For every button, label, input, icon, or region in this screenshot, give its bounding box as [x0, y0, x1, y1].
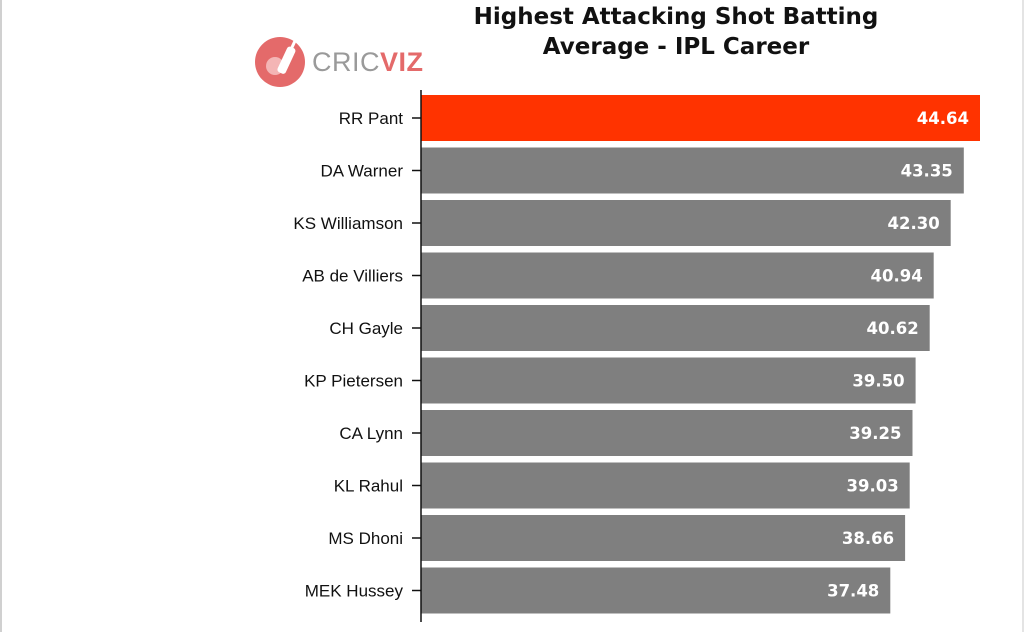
data-label: 40.94 — [870, 267, 922, 286]
data-label: 43.35 — [901, 162, 953, 181]
data-label: 39.50 — [852, 372, 904, 391]
cricviz-logo: CRICVIZ — [254, 34, 424, 90]
data-label: 39.25 — [849, 424, 901, 443]
bar-kl-rahul — [421, 462, 910, 509]
bar-da-warner — [421, 147, 964, 194]
page-right-border — [1022, 0, 1024, 632]
y-tick-label: KL Rahul — [334, 477, 403, 496]
page-left-border — [0, 0, 2, 632]
cricket-bat-ball-icon — [255, 37, 305, 87]
data-label: 37.48 — [827, 582, 879, 601]
bar-ch-gayle — [421, 305, 930, 351]
data-label: 38.66 — [842, 529, 894, 548]
bar-kp-pietersen — [421, 357, 916, 404]
logo-text-cric: CRIC — [312, 46, 380, 77]
bar-ms-dhoni — [421, 515, 906, 561]
bar-ab-de-villiers — [421, 252, 934, 299]
bar-ca-lynn — [421, 410, 913, 456]
bar-ks-williamson — [421, 200, 951, 246]
bar-rr-pant — [421, 95, 980, 141]
bar-mek-hussey — [421, 567, 891, 614]
chart-title-line-1: Highest Attacking Shot Batting — [473, 4, 879, 30]
y-tick-label: RR Pant — [339, 109, 404, 128]
y-tick-label: KP Pietersen — [304, 372, 403, 391]
y-tick-label: MEK Hussey — [305, 582, 404, 601]
y-tick-label: AB de Villiers — [302, 267, 403, 286]
logo-wordmark: CRICVIZ — [312, 47, 424, 78]
y-tick-label: CA Lynn — [339, 424, 403, 443]
y-tick-label: KS Williamson — [293, 214, 403, 233]
y-tick-label: DA Warner — [320, 162, 403, 181]
data-label: 40.62 — [866, 319, 918, 338]
chart-title-line-2: Average - IPL Career — [542, 34, 810, 60]
data-label: 42.30 — [887, 214, 939, 233]
data-label: 39.03 — [846, 477, 898, 496]
y-tick-label: MS Dhoni — [328, 529, 403, 548]
chart-title: Highest Attacking Shot Batting Average -… — [420, 2, 932, 62]
logo-text-viz: VIZ — [380, 46, 424, 77]
y-tick-label: CH Gayle — [329, 319, 403, 338]
data-label: 44.64 — [917, 109, 969, 128]
